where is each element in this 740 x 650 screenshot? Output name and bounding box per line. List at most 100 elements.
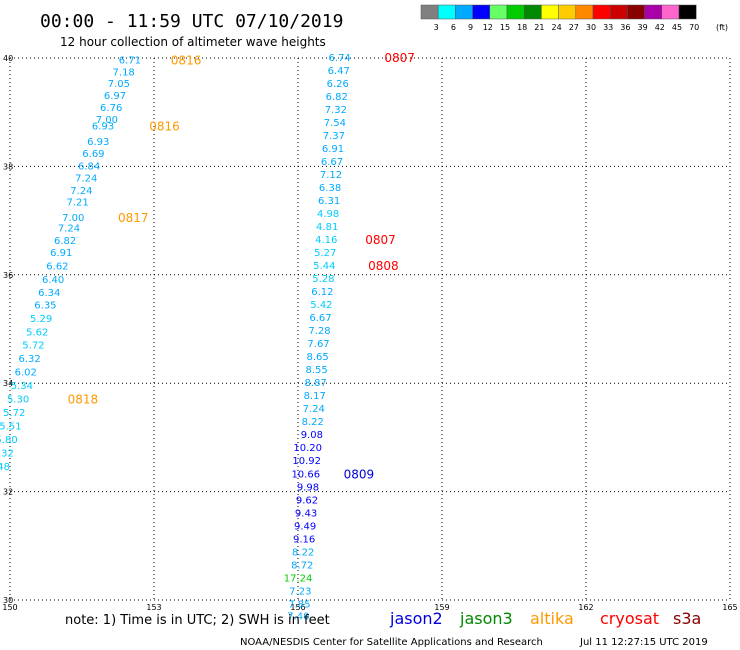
swh-point-label: 7.24 xyxy=(70,186,92,197)
time-label: 0817 xyxy=(118,211,149,225)
legend-bin-label: 45 xyxy=(672,23,682,32)
swh-point-label: 5.29 xyxy=(30,314,52,325)
legend-bin-label: 27 xyxy=(569,23,579,32)
legend-bin-label: 33 xyxy=(603,23,613,32)
legend-bin-label: 12 xyxy=(483,23,493,32)
swh-point-label: 6.26 xyxy=(327,79,349,90)
swh-point-label: 6.12 xyxy=(311,287,333,298)
swh-point-label: 10.20 xyxy=(293,443,322,454)
legend-bin-label: 21 xyxy=(534,23,544,32)
swh-point-label: 6.47 xyxy=(328,66,350,77)
swh-point-label: 7.23 xyxy=(289,586,311,597)
time-label: 0808 xyxy=(368,259,399,273)
time-label: 0809 xyxy=(344,467,375,481)
legend-bin-label: 24 xyxy=(552,23,562,32)
chart-subtitle: 12 hour collection of altimeter wave hei… xyxy=(60,35,326,49)
swh-point-label: 7.05 xyxy=(108,79,130,90)
swh-point-label: 6.34 xyxy=(38,288,60,299)
swh-point-label: 8.22 xyxy=(292,547,314,558)
legend-swatch xyxy=(575,4,594,20)
legend-swatch xyxy=(627,4,645,20)
swh-point-label: 7.18 xyxy=(113,68,135,79)
swh-point-label: 5.27 xyxy=(314,248,336,259)
time-label: 0818 xyxy=(68,392,99,406)
swh-point-label: 9.43 xyxy=(295,508,317,519)
legend-swatch xyxy=(523,4,542,20)
legend-bin-label: 3 xyxy=(434,23,439,32)
swh-point-label: 4.81 xyxy=(316,222,338,233)
legend-bin-label: 39 xyxy=(638,23,648,32)
swh-point-label: 6.84 xyxy=(78,161,100,172)
swh-point-label: 6.35 xyxy=(34,301,56,312)
legend-swatch xyxy=(437,4,456,20)
series-cryosat: 6.74 6.47 6.26 6.82 7.32 7.54 7.37 6.91 6.67 7.12… xyxy=(312,51,415,285)
swh-point-label: 4.16 xyxy=(315,235,337,246)
swh-point-label: 5.42 xyxy=(310,300,332,311)
swh-point-label: 9.08 xyxy=(301,430,323,441)
legend-bin-label: 70 xyxy=(689,23,699,32)
legend-bin-label: 9 xyxy=(468,23,473,32)
swh-point-label: 7.12 xyxy=(320,170,342,181)
swh-point-label: 7.24 xyxy=(75,173,97,184)
x-tick-label: 162 xyxy=(578,603,593,612)
legend-swatch xyxy=(541,4,559,20)
swh-point-label: 8.72 xyxy=(291,560,313,571)
legend-bin-label: 30 xyxy=(586,23,596,32)
swh-point-label: 8.65 xyxy=(306,352,328,363)
swh-point-label: 7.85 xyxy=(288,599,310,610)
swh-point-label: 7.24 xyxy=(58,224,80,235)
color-scale-legend: 3 6 9 12 15 18 21 24 27 30 33 36 39 42 45 70 (ft) xyxy=(420,4,728,32)
swh-point-label: 7.21 xyxy=(66,198,88,209)
swh-point-label: 5.72 xyxy=(3,408,25,419)
legend-swatch xyxy=(644,4,663,20)
legend-bin-label: 15 xyxy=(500,23,510,32)
swh-point-label: 5.32 xyxy=(0,449,14,460)
swh-point-label: 8.17 xyxy=(304,391,326,402)
swh-point-label: 6.76 xyxy=(100,103,122,114)
chart-title: 00:00 - 11:59 UTC 07/10/2019 xyxy=(40,11,343,32)
swh-point-label: 5.80 xyxy=(0,435,18,446)
swh-point-label: 7.00 xyxy=(96,115,118,126)
swh-point-label: 10.92 xyxy=(292,456,321,467)
swh-point-label: 7.54 xyxy=(324,118,346,129)
swh-point-label: 6.02 xyxy=(15,367,37,378)
legend-swatch xyxy=(661,4,680,20)
swh-point-label: 7.67 xyxy=(307,339,329,350)
credit-text: NOAA/NESDIS Center for Satellite Applica… xyxy=(240,637,543,648)
swh-point-label: 7.40 xyxy=(287,611,309,622)
swh-point-label: 6.91 xyxy=(50,248,72,259)
legend-swatch xyxy=(506,4,525,20)
time-label: 0807 xyxy=(384,51,415,65)
swh-point-label: 9.16 xyxy=(293,534,315,545)
swh-point-label: 5.30 xyxy=(7,394,29,405)
swh-point-label: 6.82 xyxy=(326,92,348,103)
legend-swatch xyxy=(455,4,473,20)
legend-swatch xyxy=(678,4,697,20)
y-tick-label: 34 xyxy=(3,379,13,388)
legend-swatch xyxy=(489,4,508,20)
legend-swatch xyxy=(420,4,439,20)
satellite-name-s3a: s3a xyxy=(673,609,701,628)
swh-point-label: 6.31 xyxy=(318,196,340,207)
x-tick-label: 165 xyxy=(722,603,737,612)
swh-point-label: 9.49 xyxy=(294,521,316,532)
satellite-name-jason2: jason2 xyxy=(389,609,443,628)
swh-point-label: 6.74 xyxy=(329,53,351,64)
legend-bin-label: 6 xyxy=(451,23,456,32)
swh-point-label: 4.98 xyxy=(317,209,339,220)
swh-point-label: 6.97 xyxy=(104,91,126,102)
swh-point-label: 6.71 xyxy=(119,56,141,67)
x-tick-label: 159 xyxy=(434,603,449,612)
swh-point-label: 6.32 xyxy=(18,354,40,365)
swh-point-label: 10.66 xyxy=(291,469,320,480)
swh-point-label: 6.93 xyxy=(87,137,109,148)
swh-point-label: 9.98 xyxy=(297,482,319,493)
legend-unit-label: (ft) xyxy=(716,23,728,32)
series-jason2: 6.12 5.42 6.67 7.28 7.67 8.65 8.55 8.87 8.17 7.24… xyxy=(284,287,374,622)
satellite-name-altika: altika xyxy=(530,609,574,628)
swh-point-label: 6.67 xyxy=(309,313,331,324)
y-tick-label: 38 xyxy=(3,162,13,171)
time-label: 0816 xyxy=(149,119,180,133)
series-altika: 6.717.187.056.976.767.006.936.936.696.84… xyxy=(0,54,201,473)
